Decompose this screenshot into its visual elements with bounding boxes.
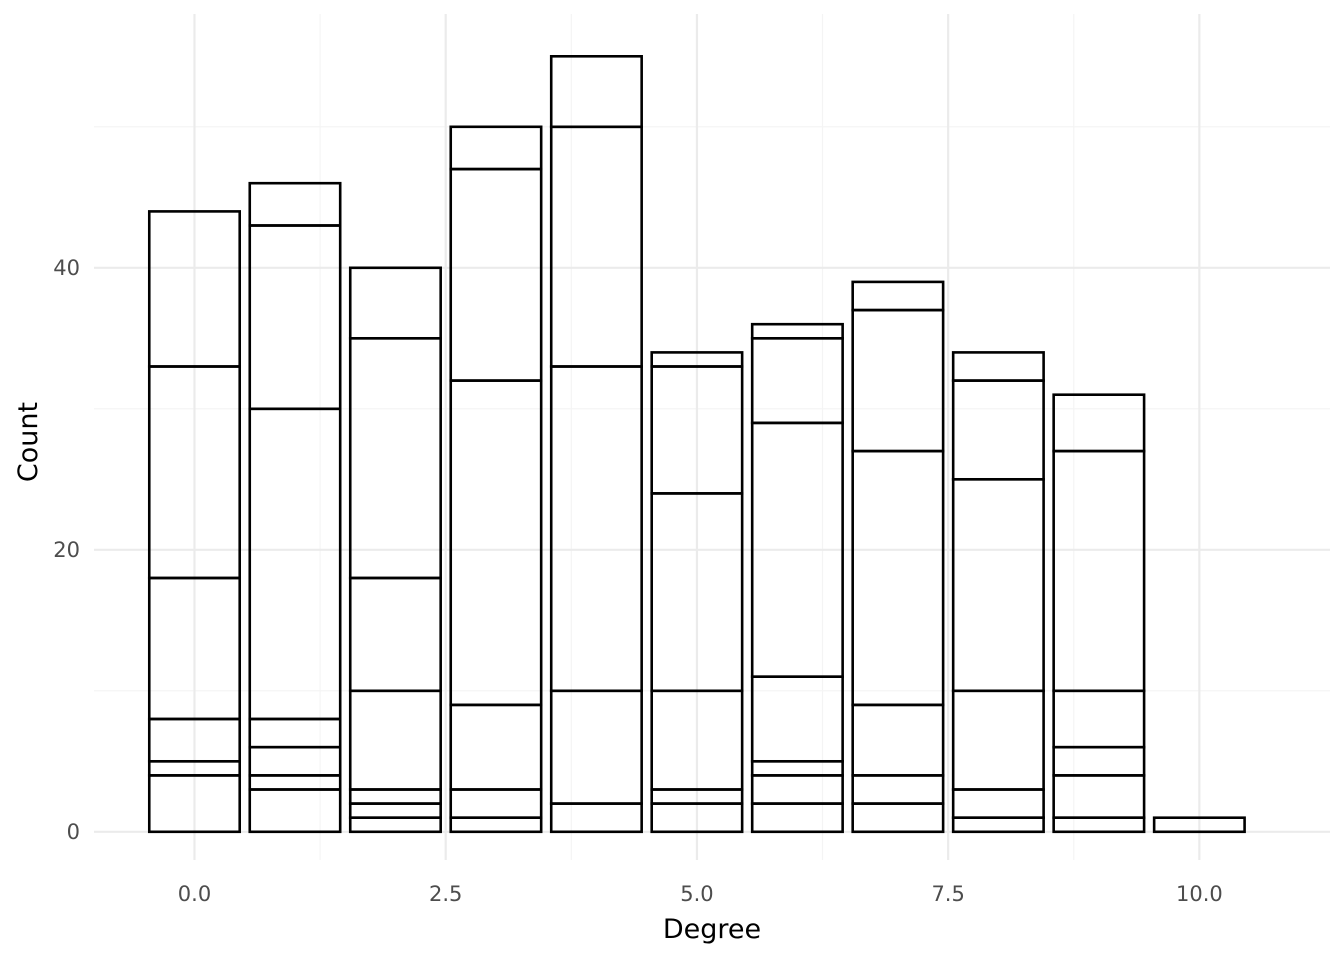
bar-segment (851, 703, 945, 777)
bar-segment (147, 210, 242, 368)
bar-stack (951, 351, 1045, 834)
bar-segment (1152, 816, 1246, 834)
bar-segment (851, 774, 945, 805)
bar-segment (248, 407, 342, 721)
bar-segment (1052, 816, 1146, 834)
bar-stack (549, 54, 643, 834)
bar-segment (851, 802, 945, 834)
y-axis-title: Count (13, 402, 44, 482)
x-axis-title: Degree (663, 914, 761, 945)
bar-segment (549, 365, 643, 693)
bar-segment (851, 449, 945, 707)
bar-segment (951, 351, 1045, 382)
bar-segment (951, 379, 1045, 481)
bar-segment (449, 167, 543, 382)
bar-segment (449, 379, 543, 707)
bar-segment (750, 336, 844, 425)
bar-segment (348, 788, 442, 805)
bar-segment (348, 802, 442, 819)
bar-stack (650, 351, 744, 834)
bar-segment (348, 576, 442, 693)
bar-segment (1052, 689, 1146, 749)
bar-segment (549, 54, 643, 129)
y-tick-label: 40 (53, 256, 80, 280)
bar-segment (951, 788, 1045, 820)
bar-segment (951, 689, 1045, 791)
bar-segment (951, 816, 1045, 834)
bar-stack (851, 280, 945, 834)
bar-segment (549, 802, 643, 834)
bars (147, 54, 1246, 834)
bar-segment (951, 477, 1045, 693)
bar-segment (851, 308, 945, 453)
x-tick-label: 7.5 (931, 882, 964, 906)
x-tick-label: 5.0 (680, 882, 713, 906)
x-tick-label: 2.5 (429, 882, 462, 906)
bar-stack (449, 125, 543, 834)
bar-segment (750, 802, 844, 834)
bar-segment (1052, 393, 1146, 453)
x-tick-label: 0.0 (178, 882, 211, 906)
bar-stack (248, 181, 342, 834)
y-tick-label: 0 (67, 820, 80, 844)
y-tick-label: 20 (53, 538, 80, 562)
bar-segment (348, 336, 442, 580)
bar-segment (650, 351, 744, 368)
bar-segment (750, 322, 844, 340)
bar-segment (449, 788, 543, 820)
bar-segment (851, 280, 945, 312)
y-axis-tick-labels: 0 20 40 (53, 256, 80, 844)
bar-segment (449, 816, 543, 834)
bar-segment (449, 125, 543, 171)
bar-stack (1052, 393, 1146, 834)
bar-segment (549, 125, 643, 368)
bar-segment (1052, 449, 1146, 693)
bar-segment (750, 759, 844, 777)
bar-segment (248, 774, 342, 791)
bar-stack (147, 210, 242, 834)
bar-segment (750, 675, 844, 763)
bar-segment (248, 788, 342, 834)
bar-segment (449, 703, 543, 791)
bar-segment (248, 181, 342, 227)
bar-segment (549, 689, 643, 805)
x-axis-tick-labels: 0.0 2.5 5.0 7.5 10.0 (178, 882, 1223, 906)
bar-stack (750, 322, 844, 834)
bar-segment (248, 745, 342, 777)
bar-segment (348, 266, 442, 340)
bar-segment (248, 717, 342, 749)
bar-stack (1152, 816, 1246, 834)
bar-segment (1052, 745, 1146, 777)
bar-segment (1052, 774, 1146, 820)
bar-segment (750, 774, 844, 805)
bar-segment (348, 816, 442, 834)
bar-segment (248, 224, 342, 411)
x-tick-label: 10.0 (1176, 882, 1223, 906)
bar-segment (348, 689, 442, 791)
bar-stack (348, 266, 442, 834)
